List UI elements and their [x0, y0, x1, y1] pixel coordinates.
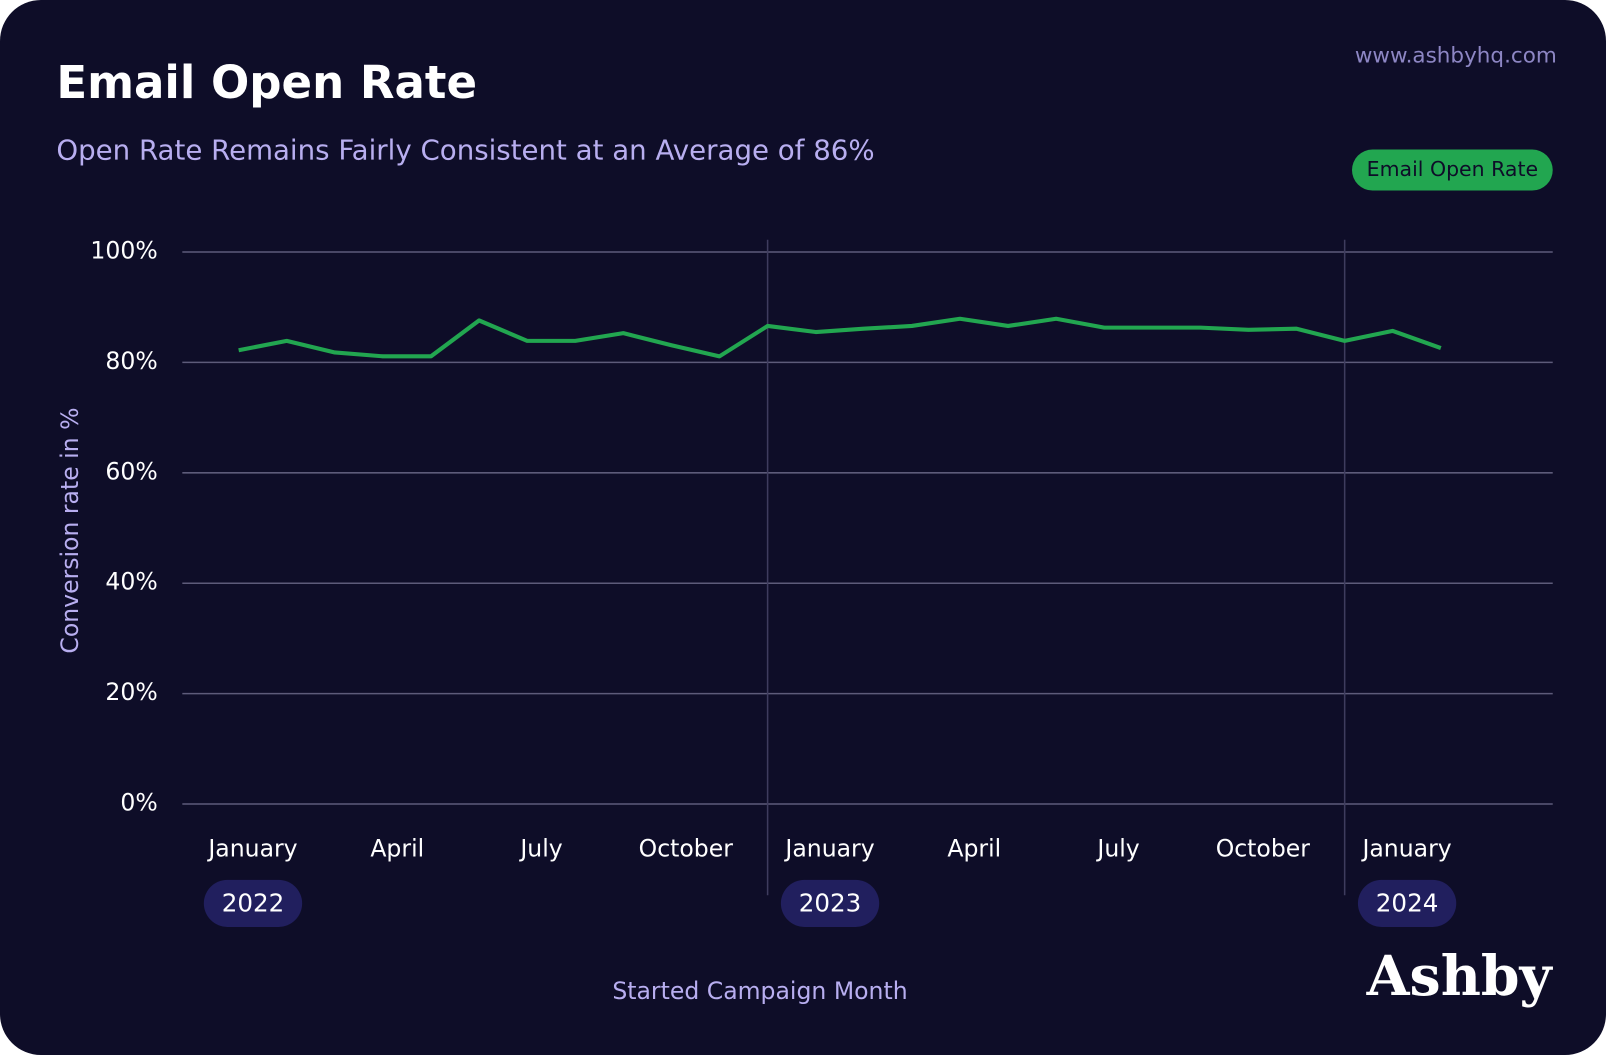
y-tick-label: 20%: [105, 678, 157, 706]
year-badge: [780, 879, 880, 927]
y-tick-label: 60%: [105, 457, 157, 485]
x-tick-label: October: [639, 835, 734, 863]
y-axis-label: Conversion rate in %: [56, 408, 84, 654]
x-tick-label: July: [1095, 835, 1139, 863]
year-label: 2023: [799, 888, 862, 917]
legend-swatch: [1351, 149, 1553, 191]
y-tick-label: 100%: [90, 236, 157, 264]
chart-title: Email Open Rate: [56, 56, 477, 109]
year-label: 2022: [222, 888, 285, 917]
x-tick-label: January: [206, 835, 297, 863]
y-tick-label: 40%: [105, 568, 157, 596]
year-badge: [1357, 879, 1457, 927]
y-tick-label: 80%: [105, 347, 157, 375]
x-tick-label: April: [370, 835, 424, 863]
legend-label: Email Open Rate: [1367, 157, 1538, 181]
chart-subtitle: Open Rate Remains Fairly Consistent at a…: [56, 134, 874, 167]
year-badge: [203, 879, 303, 927]
x-tick-label: October: [1216, 835, 1311, 863]
x-tick-label: January: [783, 835, 874, 863]
watermark: www.ashbyhq.com: [1355, 43, 1557, 68]
logo: Ashby: [1366, 944, 1554, 1009]
x-axis-label: Started Campaign Month: [612, 977, 907, 1005]
y-tick-label: 0%: [120, 789, 157, 817]
series-line: [238, 316, 1442, 359]
x-tick-label: July: [518, 835, 562, 863]
year-label: 2024: [1376, 888, 1439, 917]
x-tick-label: April: [947, 835, 1001, 863]
x-tick-label: January: [1360, 835, 1451, 863]
